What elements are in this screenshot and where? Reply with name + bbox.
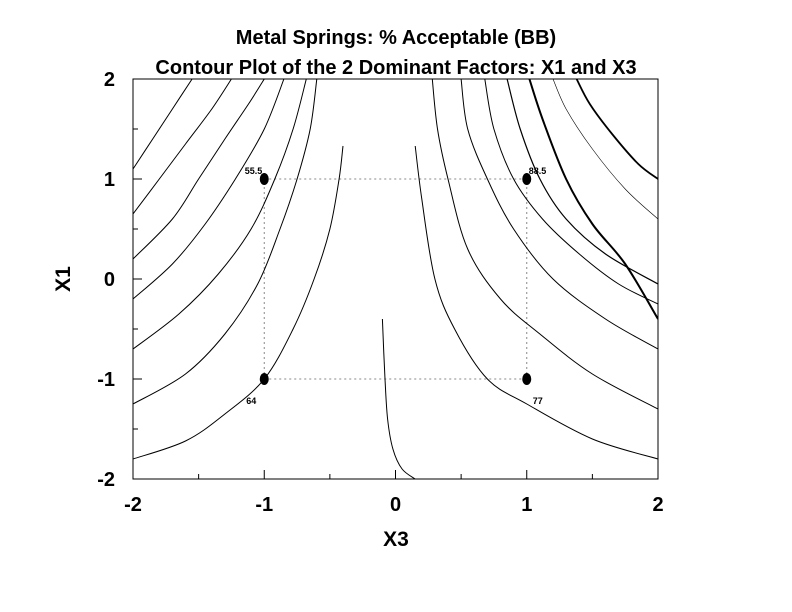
design-point bbox=[259, 373, 269, 385]
contour-line bbox=[133, 79, 265, 260]
contour-line bbox=[506, 79, 658, 285]
design-point-label: 88.5 bbox=[529, 166, 547, 176]
design-point-label: 64 bbox=[246, 396, 256, 406]
design-point-label: 77 bbox=[533, 396, 543, 406]
x-tick-label: -2 bbox=[124, 494, 142, 516]
y-axis: -2 -1 0 1 2 bbox=[97, 69, 142, 491]
plot-frame bbox=[132, 78, 659, 480]
x-axis-label: X3 bbox=[383, 528, 409, 551]
contour-line bbox=[381, 318, 416, 479]
x-tick-label: 2 bbox=[652, 494, 663, 516]
contour-line bbox=[552, 79, 658, 220]
y-tick-label: -1 bbox=[97, 369, 115, 391]
contour-line bbox=[575, 79, 658, 180]
y-axis-label: X1 bbox=[52, 266, 75, 292]
contour-line bbox=[133, 79, 285, 300]
design-point bbox=[522, 173, 532, 185]
design-guides bbox=[263, 178, 528, 380]
y-tick-label: -2 bbox=[97, 469, 115, 491]
x-tick-label: 0 bbox=[390, 494, 401, 516]
design-point bbox=[259, 173, 269, 185]
contour-line bbox=[133, 79, 307, 350]
y-tick-label: 0 bbox=[104, 269, 115, 291]
design-point-label: 55.5 bbox=[245, 166, 263, 176]
contour-line bbox=[133, 79, 232, 215]
plot-area: 55.5 88.5 64 77 bbox=[132, 78, 659, 480]
y-tick-label: 1 bbox=[104, 169, 115, 191]
contour-line bbox=[133, 79, 318, 405]
design-points: 55.5 88.5 64 77 bbox=[245, 166, 547, 406]
y-tick-label: 2 bbox=[104, 69, 115, 91]
contour-lines bbox=[133, 79, 658, 479]
chart-subtitle: Contour Plot of the 2 Dominant Factors: … bbox=[155, 57, 636, 79]
contour-line bbox=[460, 79, 658, 350]
contour-line bbox=[484, 79, 658, 305]
design-point bbox=[522, 373, 532, 385]
contour-line bbox=[431, 79, 658, 410]
contour-line bbox=[133, 79, 193, 170]
chart-title: Metal Springs: % Acceptable (BB) bbox=[236, 27, 556, 49]
contour-line bbox=[528, 79, 658, 320]
contour-line bbox=[133, 145, 344, 460]
x-tick-label: -1 bbox=[255, 494, 273, 516]
contour-line bbox=[414, 145, 658, 460]
x-tick-label: 1 bbox=[521, 494, 532, 516]
x-axis: -2 -1 0 1 2 bbox=[124, 470, 664, 516]
